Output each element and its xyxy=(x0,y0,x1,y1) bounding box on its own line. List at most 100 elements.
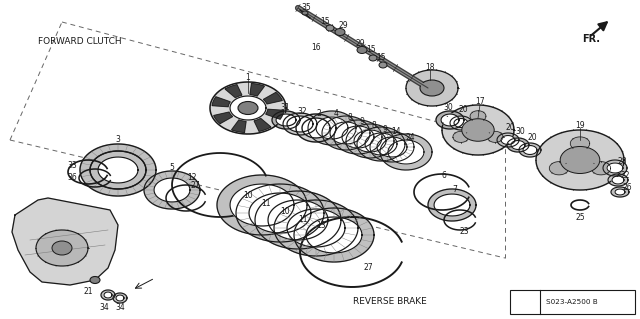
Polygon shape xyxy=(287,209,345,247)
Polygon shape xyxy=(210,82,286,134)
Text: 16: 16 xyxy=(311,42,321,51)
Polygon shape xyxy=(507,138,529,152)
Polygon shape xyxy=(287,116,313,132)
Text: 20: 20 xyxy=(458,106,468,115)
Polygon shape xyxy=(591,162,611,175)
Polygon shape xyxy=(274,200,358,256)
Polygon shape xyxy=(90,151,146,189)
Polygon shape xyxy=(36,230,88,266)
Text: REVERSE BRAKE: REVERSE BRAKE xyxy=(353,298,427,307)
Polygon shape xyxy=(470,111,486,122)
Polygon shape xyxy=(306,217,362,253)
Polygon shape xyxy=(230,184,294,226)
Text: 26: 26 xyxy=(622,183,632,192)
Polygon shape xyxy=(268,200,328,240)
Ellipse shape xyxy=(90,277,100,284)
Polygon shape xyxy=(144,171,200,209)
Text: 1: 1 xyxy=(246,72,250,81)
Text: 27: 27 xyxy=(363,263,373,272)
Ellipse shape xyxy=(420,80,444,96)
Ellipse shape xyxy=(369,55,377,61)
Text: 15: 15 xyxy=(320,18,330,26)
Text: 19: 19 xyxy=(575,121,585,130)
Polygon shape xyxy=(308,111,356,145)
Polygon shape xyxy=(255,191,341,249)
Polygon shape xyxy=(523,145,537,154)
Polygon shape xyxy=(272,111,300,129)
Text: 28: 28 xyxy=(617,158,627,167)
Polygon shape xyxy=(454,118,468,128)
Polygon shape xyxy=(334,120,382,154)
Polygon shape xyxy=(154,178,190,202)
Text: 22: 22 xyxy=(620,170,630,180)
Polygon shape xyxy=(232,120,246,132)
Text: FR.: FR. xyxy=(582,34,600,44)
Polygon shape xyxy=(225,85,242,98)
Polygon shape xyxy=(12,198,118,285)
Polygon shape xyxy=(434,194,470,216)
Text: 20: 20 xyxy=(527,132,537,142)
Polygon shape xyxy=(501,136,515,145)
Polygon shape xyxy=(116,295,124,301)
Text: 5: 5 xyxy=(170,164,175,173)
Text: 15: 15 xyxy=(376,54,386,63)
Polygon shape xyxy=(549,162,569,175)
Polygon shape xyxy=(90,151,146,189)
Ellipse shape xyxy=(357,47,367,54)
Polygon shape xyxy=(519,143,541,157)
Polygon shape xyxy=(212,97,230,107)
Text: 36: 36 xyxy=(67,173,77,182)
Text: 11: 11 xyxy=(298,214,308,224)
Text: 11: 11 xyxy=(261,199,271,209)
Text: 4: 4 xyxy=(333,108,339,117)
Text: 9: 9 xyxy=(383,124,387,133)
Text: 13: 13 xyxy=(316,221,326,231)
Polygon shape xyxy=(296,114,336,142)
Polygon shape xyxy=(370,132,414,162)
Text: 10: 10 xyxy=(280,206,290,216)
Text: 12: 12 xyxy=(188,174,196,182)
Text: 25: 25 xyxy=(575,213,585,222)
Polygon shape xyxy=(266,109,284,119)
Polygon shape xyxy=(441,114,459,126)
Polygon shape xyxy=(346,124,394,158)
Text: 7: 7 xyxy=(452,186,458,195)
Polygon shape xyxy=(442,105,514,155)
Polygon shape xyxy=(302,118,330,138)
Polygon shape xyxy=(294,208,374,262)
Text: 30: 30 xyxy=(443,103,453,113)
Text: 8: 8 xyxy=(348,114,353,122)
Polygon shape xyxy=(487,131,503,142)
Text: 24: 24 xyxy=(405,132,415,142)
Polygon shape xyxy=(217,175,307,235)
Polygon shape xyxy=(536,130,624,190)
Polygon shape xyxy=(612,176,624,184)
Text: 34: 34 xyxy=(99,302,109,311)
Polygon shape xyxy=(611,187,629,197)
Polygon shape xyxy=(113,293,127,303)
Ellipse shape xyxy=(560,146,600,174)
Text: 2: 2 xyxy=(317,108,321,117)
Bar xyxy=(510,290,635,314)
Polygon shape xyxy=(615,189,625,195)
Text: 23: 23 xyxy=(459,227,469,236)
Ellipse shape xyxy=(462,119,494,141)
Ellipse shape xyxy=(379,62,387,68)
Text: 29: 29 xyxy=(338,20,348,29)
Polygon shape xyxy=(264,93,282,104)
Text: 17: 17 xyxy=(475,98,485,107)
Polygon shape xyxy=(380,134,432,170)
Text: 8: 8 xyxy=(372,122,376,130)
Polygon shape xyxy=(603,160,627,176)
Polygon shape xyxy=(254,118,271,131)
Polygon shape xyxy=(365,133,397,155)
Polygon shape xyxy=(330,122,362,144)
Polygon shape xyxy=(101,290,115,300)
Polygon shape xyxy=(453,131,468,142)
Ellipse shape xyxy=(326,25,334,31)
Text: FORWARD CLUTCH: FORWARD CLUTCH xyxy=(38,38,122,47)
Polygon shape xyxy=(511,140,525,150)
Polygon shape xyxy=(104,292,112,298)
Polygon shape xyxy=(388,140,424,164)
Ellipse shape xyxy=(238,101,258,115)
